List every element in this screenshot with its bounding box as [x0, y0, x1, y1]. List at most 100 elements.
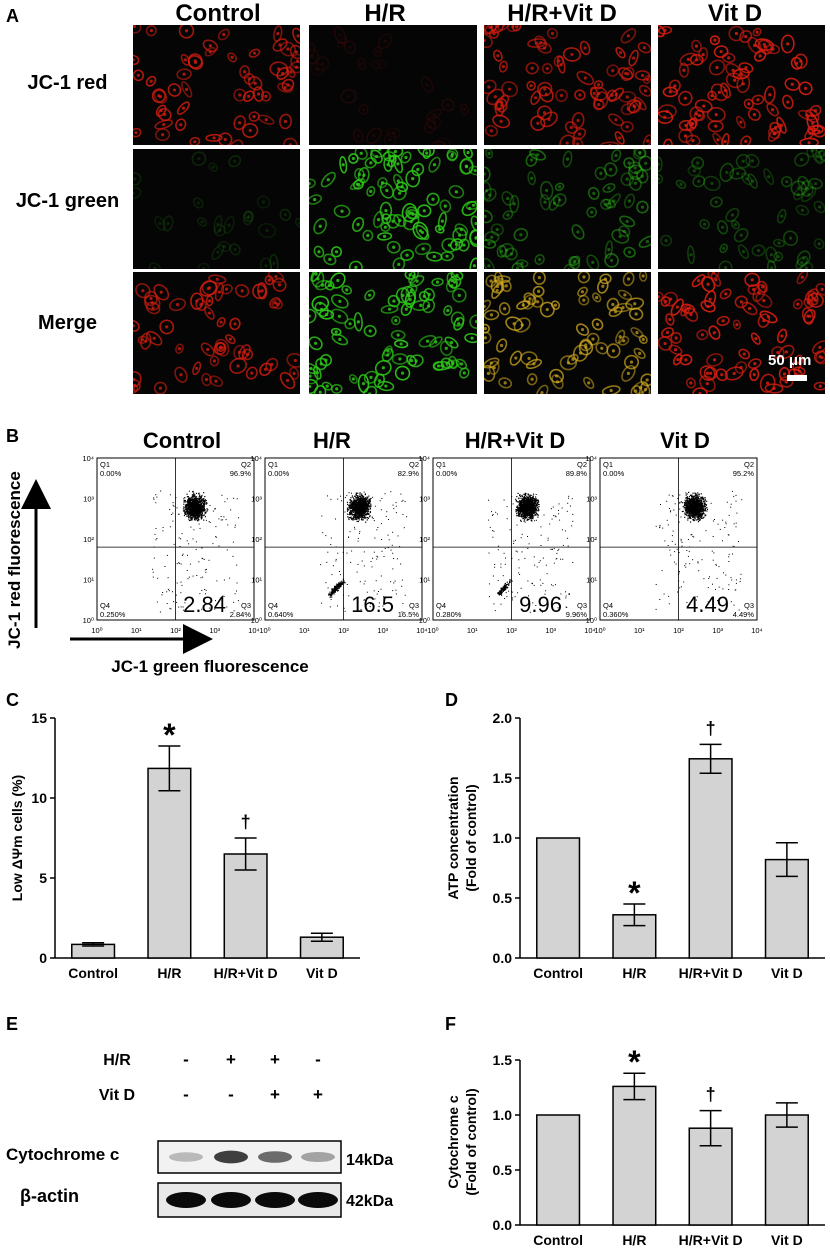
flow-event	[199, 494, 201, 496]
flow-event	[366, 511, 368, 513]
flow-event	[532, 503, 534, 505]
flow-event	[198, 512, 200, 515]
flow-event	[203, 559, 205, 560]
flow-event	[521, 504, 524, 506]
flow-event	[196, 497, 198, 500]
flow-event	[188, 543, 190, 545]
flow-event	[532, 496, 534, 498]
flow-event	[184, 497, 186, 499]
flow-event	[199, 516, 201, 518]
flow-event	[525, 499, 527, 501]
flow-event	[369, 508, 371, 510]
flow-event	[188, 576, 190, 578]
flow-event	[327, 551, 329, 553]
q2-label: Q2	[577, 460, 587, 469]
flow-event	[359, 508, 361, 510]
flow-event	[536, 507, 538, 509]
flow-event	[393, 508, 395, 510]
flow-event	[388, 519, 389, 520]
flow-event	[212, 543, 214, 545]
flow-event	[531, 507, 533, 509]
flow-event	[699, 519, 701, 521]
flow-event	[346, 513, 349, 515]
flow-event	[522, 609, 524, 611]
flow-event	[183, 506, 185, 508]
flow-event	[349, 505, 351, 507]
flow-event	[542, 557, 544, 559]
flow-event	[521, 499, 523, 501]
flow-event	[333, 589, 335, 591]
flow-event	[187, 498, 189, 500]
flow-event	[549, 523, 551, 525]
flow-event	[361, 517, 363, 519]
flow-event	[221, 494, 223, 496]
flow-event	[535, 519, 537, 521]
flow-event	[188, 513, 190, 515]
flow-event	[527, 499, 529, 501]
flow-event	[346, 495, 348, 497]
flow-event	[352, 511, 354, 513]
flow-event	[191, 496, 193, 498]
flow-event	[197, 512, 199, 514]
flow-event	[171, 514, 173, 515]
micrograph-red-hr	[309, 25, 477, 145]
flow-event	[193, 492, 195, 494]
flow-event	[359, 516, 361, 518]
flow-event	[404, 594, 406, 596]
flow-event	[502, 590, 504, 592]
flow-x-tick: 10²	[338, 626, 349, 635]
flow-event	[354, 507, 356, 509]
flow-event	[363, 583, 365, 585]
flow-event	[353, 507, 355, 509]
flow-event	[354, 504, 356, 506]
flow-event	[203, 499, 205, 502]
flow-event	[196, 516, 198, 518]
flow-event	[346, 552, 348, 554]
flow-event	[193, 506, 195, 508]
b-col-title-hr: H/R	[313, 428, 351, 453]
flow-event	[343, 582, 345, 584]
flow-event	[532, 506, 534, 509]
flow-event	[186, 506, 188, 508]
q2-label: Q2	[409, 460, 419, 469]
flow-event	[201, 516, 203, 518]
flow-event	[535, 511, 537, 513]
flow-event	[191, 494, 194, 496]
flow-event	[568, 593, 570, 595]
flow-event	[348, 518, 350, 521]
flow-event	[195, 503, 198, 505]
flow-event	[173, 543, 175, 545]
flow-event	[188, 519, 191, 522]
flow-event	[384, 548, 386, 549]
flow-event	[699, 507, 701, 509]
flow-event	[204, 501, 206, 503]
flow-event	[195, 510, 197, 512]
flow-event	[363, 517, 365, 519]
flow-event	[518, 504, 520, 506]
flow-event	[364, 500, 366, 502]
flow-event	[535, 505, 537, 508]
flow-event	[226, 606, 228, 608]
flow-event	[361, 502, 363, 504]
flow-event	[694, 515, 696, 518]
flow-x-tick: 10⁴	[248, 626, 260, 635]
flow-event	[369, 511, 371, 513]
flow-event	[522, 498, 524, 500]
flow-event	[183, 498, 185, 500]
flow-event	[212, 510, 214, 512]
flow-event	[204, 509, 206, 511]
flow-event	[234, 524, 236, 526]
flow-event	[215, 526, 217, 528]
flow-event	[553, 562, 555, 564]
flow-event	[534, 500, 536, 502]
flow-event	[198, 523, 200, 525]
flow-event	[533, 556, 535, 558]
flow-event	[525, 507, 527, 509]
flow-event	[529, 503, 531, 506]
flow-event	[532, 504, 534, 506]
flow-event	[187, 503, 189, 505]
flow-event	[200, 497, 202, 500]
flow-event	[172, 512, 174, 514]
flow-event	[321, 602, 323, 604]
